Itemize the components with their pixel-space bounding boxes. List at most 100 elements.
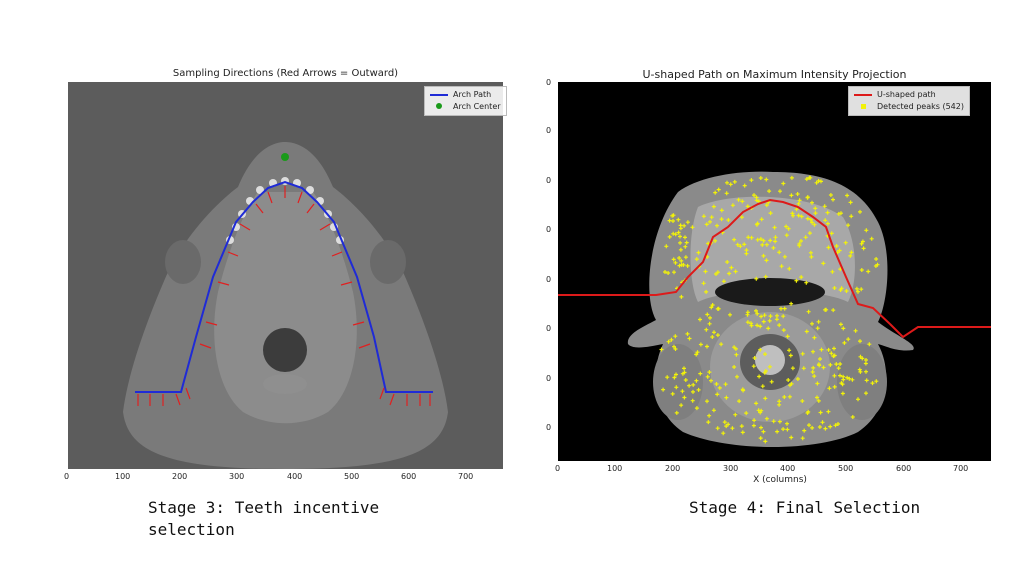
peak-marker xyxy=(752,356,757,360)
peak-marker xyxy=(831,197,835,202)
peak-marker xyxy=(674,410,679,415)
peak-marker xyxy=(709,215,714,220)
peak-marker xyxy=(807,231,812,236)
right-y-tick: 0 xyxy=(546,374,552,383)
peak-marker xyxy=(839,211,843,216)
peak-marker xyxy=(816,362,821,367)
peak-marker xyxy=(785,334,790,339)
peak-marker xyxy=(704,222,709,227)
peak-marker xyxy=(834,362,839,367)
peak-marker xyxy=(730,203,735,208)
peak-marker xyxy=(800,351,805,356)
peak-marker xyxy=(805,411,810,415)
peak-marker xyxy=(832,384,837,389)
peak-marker xyxy=(677,263,682,268)
right-y-tick: 0 xyxy=(546,423,552,432)
peak-marker xyxy=(694,352,699,357)
peak-marker xyxy=(873,264,878,268)
u-shaped-path-line xyxy=(558,198,991,339)
legend-arch-center: Arch Center xyxy=(453,102,501,111)
peak-marker xyxy=(739,215,744,220)
peak-marker xyxy=(858,209,862,214)
peak-marker xyxy=(672,270,676,275)
peak-marker xyxy=(807,175,812,180)
peak-marker xyxy=(858,369,863,374)
peak-marker xyxy=(684,240,689,245)
peak-marker xyxy=(864,391,868,396)
left-x-tick: 300 xyxy=(229,472,245,481)
peak-marker xyxy=(705,374,710,379)
peak-marker xyxy=(736,197,741,202)
peak-marker xyxy=(864,228,869,233)
peak-marker xyxy=(797,243,802,248)
right-x-tick: 600 xyxy=(896,464,912,473)
peak-marker xyxy=(674,385,679,390)
peak-marker xyxy=(812,222,817,227)
peak-marker xyxy=(664,244,669,249)
peak-marker xyxy=(810,321,814,326)
peak-marker xyxy=(671,219,675,223)
peak-marker xyxy=(705,312,710,317)
right-y-tick: 0 xyxy=(546,324,552,333)
peak-marker xyxy=(777,419,782,424)
peak-marker xyxy=(749,235,754,240)
peak-marker xyxy=(811,365,816,370)
peak-marker xyxy=(690,398,695,403)
peak-marker xyxy=(799,275,804,280)
peak-marker xyxy=(808,217,813,222)
peak-marker xyxy=(870,381,875,386)
peak-marker xyxy=(763,274,768,279)
peak-marker xyxy=(790,366,795,371)
peak-marker xyxy=(761,238,766,243)
peak-marker xyxy=(828,424,833,429)
peak-marker xyxy=(767,318,772,323)
left-ct-plot xyxy=(68,82,503,469)
peak-marker xyxy=(709,378,713,383)
peak-marker xyxy=(810,425,815,430)
peak-marker xyxy=(763,352,767,357)
peak-marker xyxy=(840,391,845,396)
left-x-tick: 100 xyxy=(115,472,131,481)
peak-marker xyxy=(789,381,794,386)
peak-marker xyxy=(874,379,879,384)
peak-marker xyxy=(773,239,778,244)
peak-marker xyxy=(757,374,762,379)
caption-stage-3: Stage 3: Teeth incentive selection xyxy=(148,497,379,541)
peak-marker xyxy=(734,352,739,357)
peak-marker xyxy=(833,423,838,428)
peak-marker xyxy=(796,213,801,218)
peak-marker xyxy=(667,234,672,239)
peak-marker xyxy=(816,398,821,403)
peak-marker xyxy=(754,308,758,313)
peak-marker xyxy=(781,181,786,186)
left-x-tick: 0 xyxy=(64,472,70,481)
peak-marker xyxy=(794,278,799,283)
peak-marker xyxy=(820,420,825,425)
peak-marker xyxy=(796,201,801,206)
peak-marker xyxy=(848,200,853,205)
peak-marker xyxy=(704,289,709,294)
peak-marker xyxy=(709,305,714,310)
left-x-tick: 200 xyxy=(172,472,188,481)
peak-marker xyxy=(676,230,681,235)
peak-marker xyxy=(680,389,685,394)
peak-marker xyxy=(710,335,715,339)
peak-marker xyxy=(810,370,815,374)
peak-marker xyxy=(768,238,773,243)
peak-marker xyxy=(825,210,830,215)
peak-marker xyxy=(764,242,769,247)
peak-marker xyxy=(729,265,734,270)
peak-marker xyxy=(762,313,767,318)
peak-marker xyxy=(708,219,712,224)
peak-marker xyxy=(758,436,763,441)
peak-marker xyxy=(840,382,845,387)
peak-marker xyxy=(806,309,811,314)
peak-marker xyxy=(764,177,769,182)
peak-marker xyxy=(854,286,859,291)
peak-marker xyxy=(724,395,729,400)
peak-marker xyxy=(732,365,737,369)
peak-marker xyxy=(754,401,759,406)
peak-marker xyxy=(794,207,799,212)
peak-marker xyxy=(774,317,779,322)
peak-marker xyxy=(704,327,709,332)
